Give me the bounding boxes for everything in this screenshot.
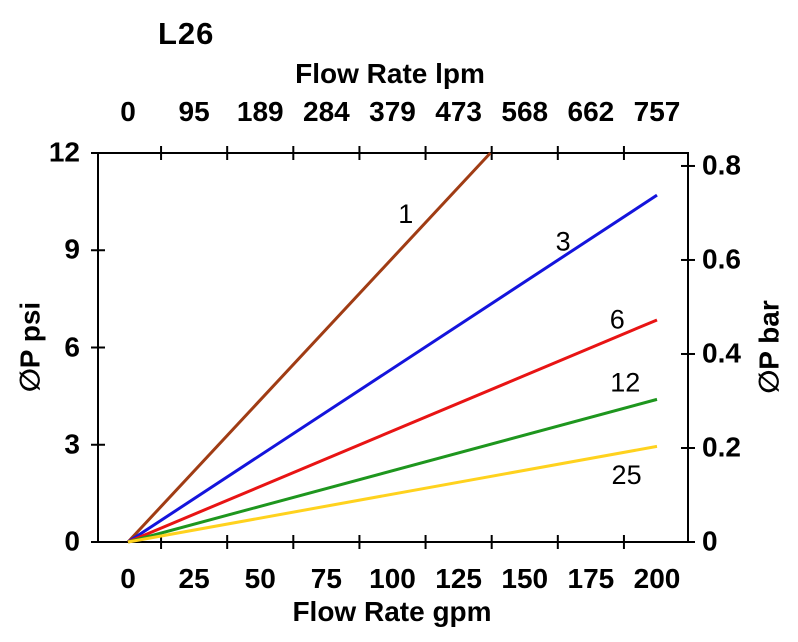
left-axis-tick-label: 3	[64, 428, 80, 460]
top-axis-tick-label: 95	[178, 96, 210, 127]
top-axis-tick-label: 662	[567, 96, 615, 127]
right-axis-tick-label: 0.4	[702, 337, 741, 369]
left-axis-title: ∅P psi	[14, 301, 46, 393]
left-axis-tick-label: 6	[64, 331, 80, 363]
top-axis-tick-label: 0	[120, 96, 136, 127]
plot-area: 1 3 6 12 25	[91, 146, 695, 549]
series-line-6	[127, 318, 658, 544]
top-axis-tick-label: 284	[303, 96, 350, 127]
right-axis-tick-label: 0.2	[702, 431, 741, 463]
series-label-6: 6	[610, 304, 625, 334]
series-label-12: 12	[610, 368, 640, 398]
series-label-3: 3	[556, 227, 571, 257]
series-line-1	[126, 151, 492, 544]
bottom-axis-tick-label: 75	[310, 563, 342, 594]
top-axis-title: Flow Rate lpm	[295, 58, 485, 89]
right-axis-tick-label: 0.6	[702, 243, 741, 275]
bottom-axis-tick-label: 0	[120, 563, 136, 594]
top-axis-tick-label: 568	[501, 96, 549, 127]
right-axis-tick-label: 0.8	[702, 149, 741, 181]
series-line-25	[127, 444, 658, 544]
series-line-3	[127, 193, 658, 544]
bottom-axis-tick-label: 125	[435, 563, 482, 594]
bottom-axis-title: Flow Rate gpm	[292, 596, 492, 627]
left-axis-tick-label: 12	[48, 136, 80, 168]
plot-border	[97, 152, 689, 543]
bottom-axis-tick-label: 200	[633, 563, 681, 594]
right-axis-tick-label: 0	[702, 525, 718, 557]
series-label-1: 1	[398, 199, 413, 229]
series-label-25: 25	[612, 460, 642, 490]
top-axis-tick-label: 189	[236, 96, 284, 127]
top-axis-tick-label: 473	[435, 96, 482, 127]
left-axis-tick-label: 0	[64, 525, 80, 557]
right-axis-title: ∅P bar	[753, 300, 785, 394]
left-axis-tick-label: 9	[64, 233, 80, 265]
bottom-axis-tick-label: 100	[369, 563, 416, 594]
top-axis-tick-label: 757	[633, 96, 681, 127]
top-axis-tick-label: 379	[369, 96, 416, 127]
chart-title: L26	[158, 16, 215, 51]
bottom-axis-tick-label: 150	[501, 563, 549, 594]
bottom-axis-tick-label: 50	[244, 563, 276, 594]
bottom-axis-tick-label: 175	[567, 563, 615, 594]
series-line-12	[127, 397, 658, 544]
bottom-axis-tick-label: 25	[178, 563, 210, 594]
